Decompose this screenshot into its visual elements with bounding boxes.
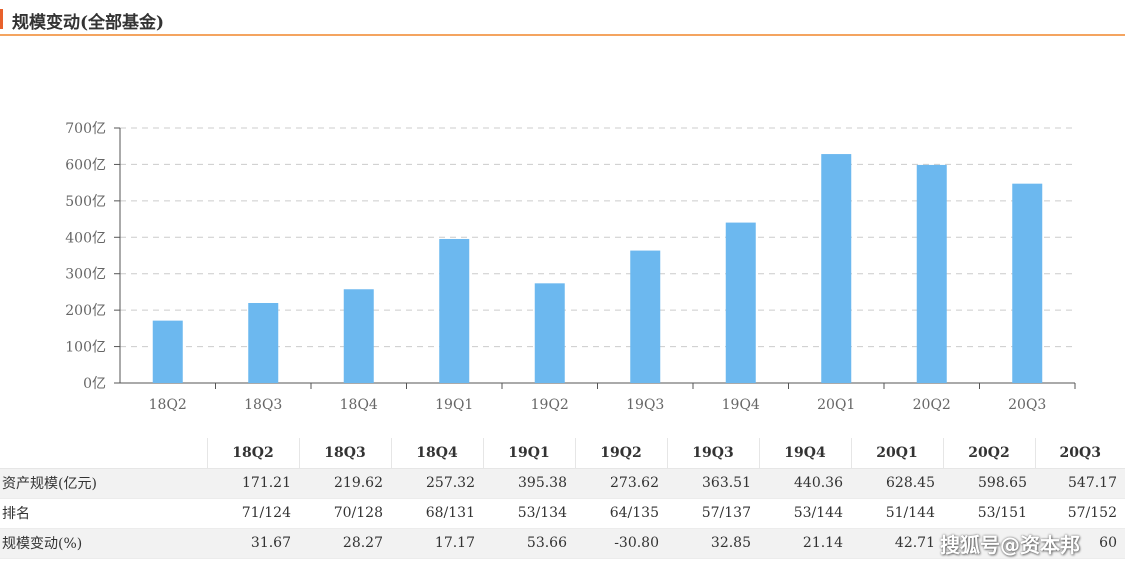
table-cell: 17.17 — [391, 528, 483, 558]
table-cell: 64/135 — [609, 505, 659, 521]
table-cell: -30.80 — [575, 528, 667, 558]
column-header: 19Q4 — [758, 438, 851, 469]
data-table: 18Q2 18Q3 18Q4 19Q1 19Q2 19Q3 19Q4 20Q1 20Q2 20Q3… — [0, 438, 1125, 559]
table-cell: 598.65 — [943, 468, 1035, 498]
bar-18Q3 — [248, 302, 279, 383]
watermark: 搜狐号@资本邦 — [940, 533, 1080, 557]
row-label: 资产规模(亿元) — [0, 468, 207, 498]
table-cell: 57/137 — [701, 505, 751, 521]
bar-18Q2 — [152, 320, 183, 383]
x-tick-label: 19Q4 — [722, 397, 760, 413]
column-header: 19Q2 — [574, 438, 667, 469]
table-cell: 57/152 — [1067, 505, 1117, 521]
column-header: 20Q3 — [1034, 438, 1125, 469]
x-tick-label: 18Q2 — [149, 397, 187, 413]
table-cell: 53/134 — [517, 505, 567, 521]
header-accent-bar — [0, 9, 3, 29]
bar-20Q1 — [821, 154, 852, 383]
column-header: 18Q3 — [298, 438, 391, 469]
bar-20Q3 — [1012, 183, 1043, 383]
table-cell: 51/144 — [885, 505, 935, 521]
row-label: 排名 — [2, 506, 30, 522]
table-cell: 71/124 — [241, 505, 291, 521]
column-header: 20Q2 — [942, 438, 1035, 469]
table-cell: 31.67 — [207, 528, 299, 558]
y-tick-label: 0亿 — [83, 376, 106, 392]
y-tick-label: 500亿 — [65, 194, 106, 210]
y-tick-label: 100亿 — [65, 340, 106, 356]
bar-19Q3 — [630, 250, 661, 383]
column-header: 18Q4 — [390, 438, 483, 469]
table-cell: 42.71 — [851, 528, 943, 558]
y-tick-label: 200亿 — [65, 303, 106, 319]
bar-19Q4 — [725, 222, 756, 383]
table-row: 资产规模(亿元) 171.21 219.62 257.32 395.38 273.62 36… — [0, 468, 1125, 498]
table-cell: 395.38 — [483, 468, 575, 498]
table-cell: 171.21 — [207, 468, 299, 498]
x-tick-label: 20Q1 — [817, 397, 855, 413]
x-tick-label: 20Q3 — [1008, 397, 1046, 413]
x-tick-label: 19Q3 — [626, 397, 664, 413]
column-header: 19Q1 — [482, 438, 575, 469]
table-cell: 60 — [1035, 528, 1125, 558]
y-tick-label: 300亿 — [65, 267, 106, 283]
table-cell: 53.66 — [483, 528, 575, 558]
page-title: 规模变动(全部基金) — [12, 13, 165, 33]
row-label: 规模变动(%) — [0, 528, 207, 558]
bar-19Q1 — [439, 238, 470, 383]
table-cell: 219.62 — [299, 468, 391, 498]
column-header: 19Q3 — [666, 438, 759, 469]
table-cell: 440.36 — [759, 468, 851, 498]
table-cell: 53/144 — [793, 505, 843, 521]
y-tick-label: 700亿 — [65, 121, 106, 137]
table-cell: 32.85 — [667, 528, 759, 558]
table-cell: 257.32 — [391, 468, 483, 498]
table-cell: 363.51 — [667, 468, 759, 498]
bar-chart: 0亿 100亿 200亿 300亿 400亿 500亿 600亿 700亿 18Q2 18Q3 18… — [65, 121, 1076, 413]
section-header: 规模变动(全部基金) — [0, 0, 1125, 36]
table-cell: 28.27 — [299, 528, 391, 558]
column-header: 20Q1 — [850, 438, 943, 469]
x-tick-label: 19Q2 — [531, 397, 569, 413]
table-cell: 68/131 — [425, 505, 475, 521]
x-tick-label: 19Q1 — [435, 397, 473, 413]
table-cell: 628.45 — [851, 468, 943, 498]
x-tick-label: 18Q3 — [244, 397, 282, 413]
table-cell: 70/128 — [333, 505, 383, 521]
y-tick-label: 400亿 — [65, 230, 106, 246]
table-cell — [943, 528, 1035, 558]
table-cell: 273.62 — [575, 468, 667, 498]
table-row: 排名 71/124 70/128 68/131 53/134 64/135 57/137 53… — [0, 498, 1125, 528]
table-header-corner — [0, 438, 207, 469]
table-header-row: 18Q2 18Q3 18Q4 19Q1 19Q2 19Q3 19Q4 20Q1 20Q2 20Q3 — [0, 438, 1125, 469]
bar-18Q4 — [343, 289, 374, 383]
y-tick-label: 600亿 — [65, 157, 106, 173]
table-cell: 53/151 — [977, 505, 1027, 521]
table-row: 规模变动(%) 31.67 28.27 17.17 53.66 -30.80 32.85 21… — [0, 528, 1125, 558]
bar-19Q2 — [534, 283, 565, 383]
table-cell: 547.17 — [1035, 468, 1125, 498]
x-tick-label: 18Q4 — [340, 397, 378, 413]
bar-20Q2 — [916, 164, 947, 383]
table-cell: 21.14 — [759, 528, 851, 558]
column-header: 18Q2 — [206, 438, 299, 469]
x-tick-label: 20Q2 — [913, 397, 951, 413]
